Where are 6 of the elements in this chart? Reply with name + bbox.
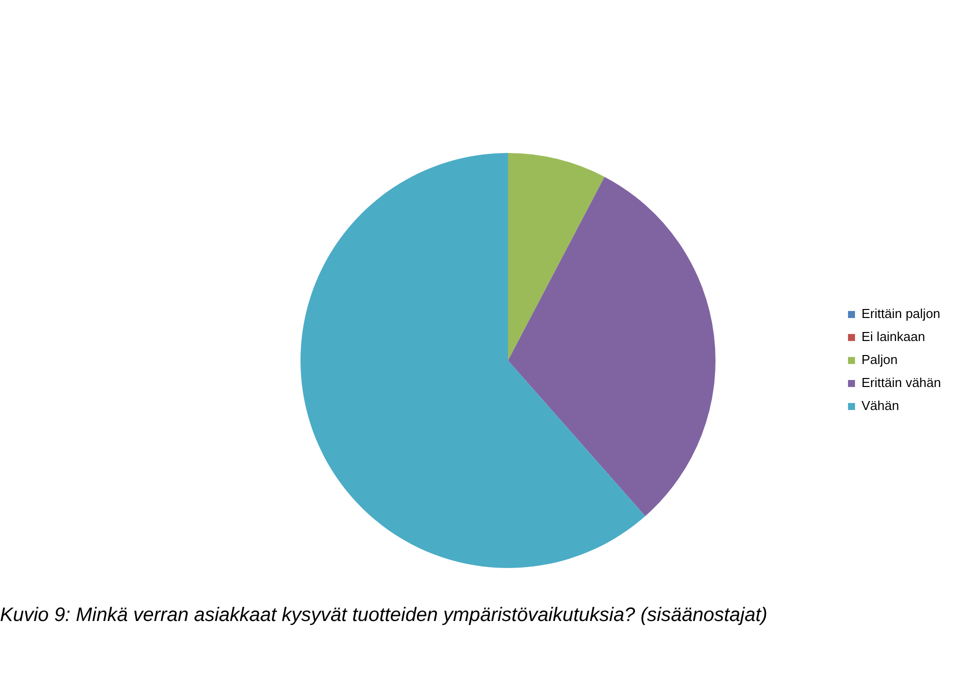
legend-label: Erittäin vähän [862, 375, 942, 390]
text: Kuvio 9: Minkä verran asiakkaat kysyvät tuotteiden ympäristövaikutuksia? (sisäänostajat) [0, 604, 768, 627]
legend-label: Ei lainkaan [862, 329, 926, 344]
legend-label: Erittäin paljon [862, 306, 940, 322]
legend-label: Paljon [862, 352, 898, 368]
legend-label: Vähän [862, 398, 900, 414]
